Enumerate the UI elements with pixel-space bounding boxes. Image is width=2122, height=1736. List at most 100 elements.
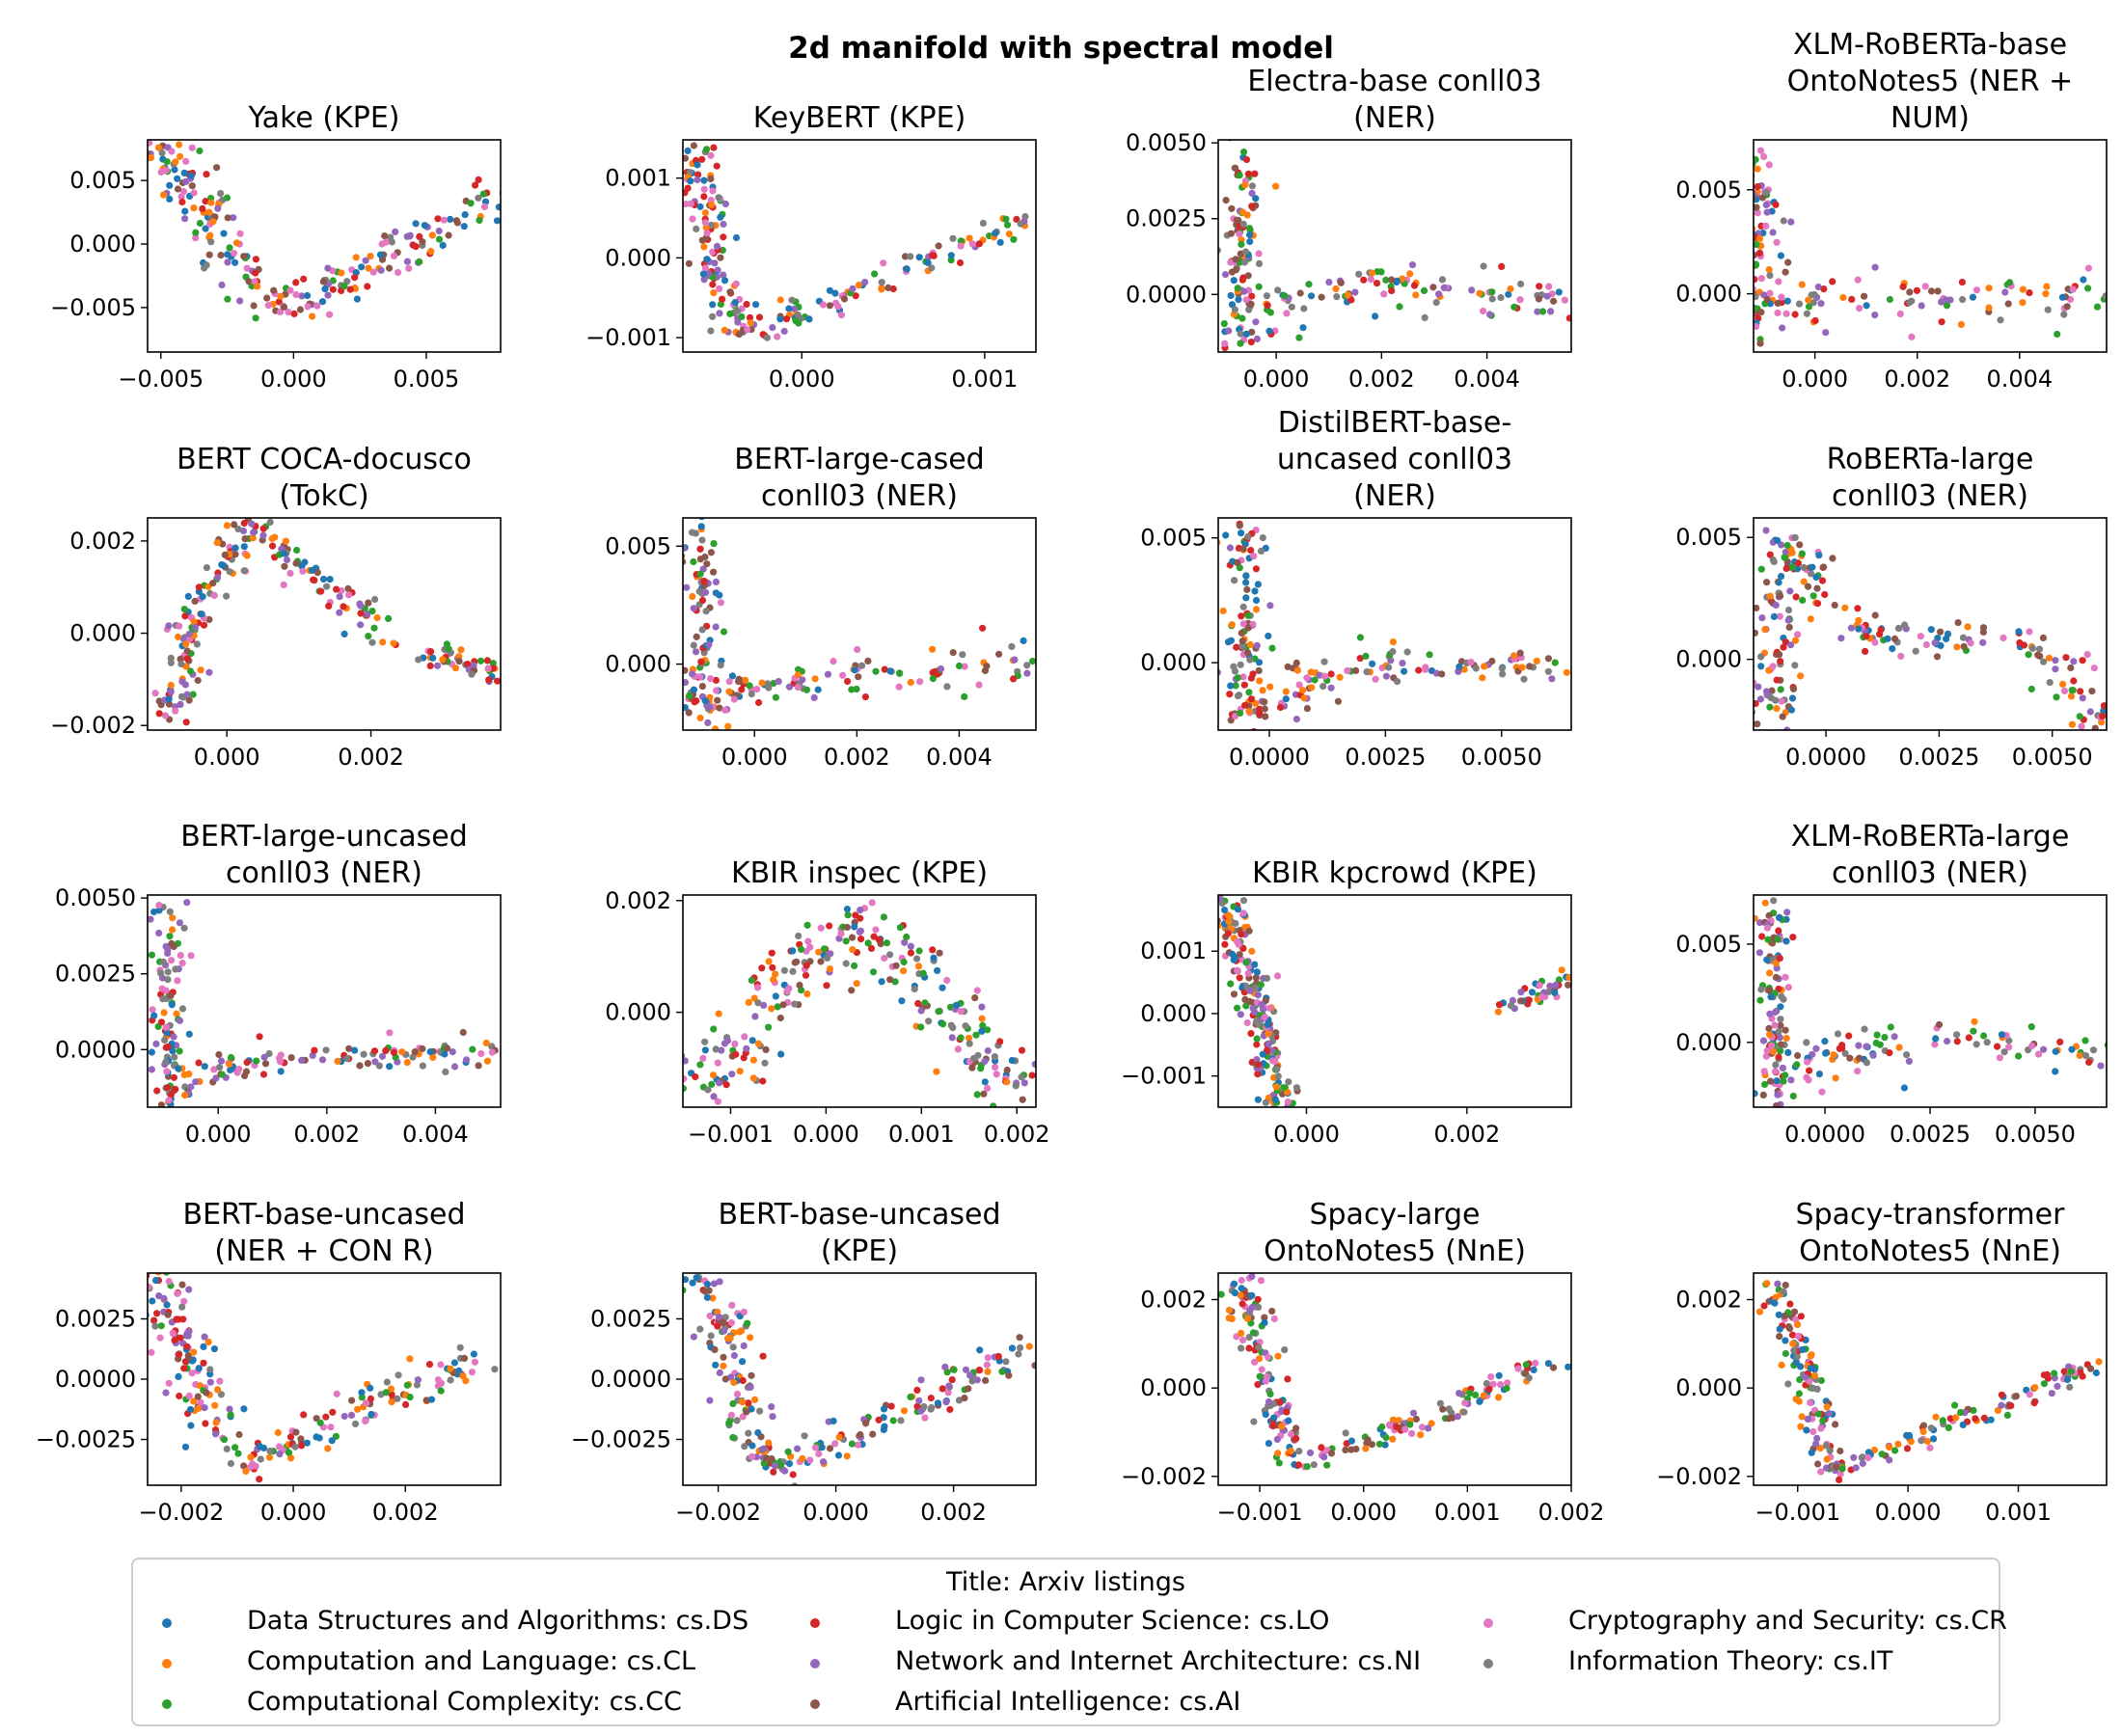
data-point: [212, 1074, 220, 1082]
data-point: [167, 688, 175, 695]
data-point: [1839, 293, 1847, 302]
x-tick-label: 0.002: [1538, 1499, 1605, 1526]
data-point: [713, 687, 721, 694]
data-point: [939, 984, 946, 991]
data-point: [1282, 688, 1290, 695]
data-point: [245, 278, 253, 285]
scatter-points: [1218, 895, 1571, 1107]
data-point: [1766, 1010, 1774, 1017]
data-point: [984, 1084, 992, 1092]
y-tick-label: 0.005: [1675, 524, 1742, 551]
data-point: [2035, 645, 2044, 653]
data-point: [1262, 1099, 1269, 1106]
data-point: [1242, 155, 1251, 164]
data-point: [1754, 203, 1760, 211]
data-point: [795, 932, 803, 940]
data-point: [896, 924, 905, 932]
data-point: [1790, 1346, 1798, 1354]
data-point: [1344, 666, 1351, 675]
data-point: [1797, 1423, 1805, 1430]
data-point: [886, 667, 894, 675]
data-point: [714, 1322, 721, 1330]
data-point: [703, 146, 711, 153]
data-point: [2060, 311, 2068, 318]
data-point: [1395, 1417, 1402, 1424]
data-point: [1754, 914, 1758, 922]
data-point: [1438, 670, 1446, 678]
data-point: [406, 231, 414, 239]
data-point: [748, 1442, 756, 1450]
x-tick-label: 0.004: [1986, 366, 2053, 393]
data-point: [1256, 1355, 1264, 1363]
data-point: [1747, 933, 1754, 939]
data-point: [1243, 1315, 1252, 1322]
data-point: [291, 1443, 299, 1451]
data-point: [1766, 969, 1774, 977]
data-point: [206, 231, 214, 239]
data-point: [1274, 972, 1282, 980]
data-point: [688, 670, 696, 678]
data-point: [390, 639, 397, 647]
data-point: [2067, 664, 2075, 672]
data-point: [135, 1260, 142, 1266]
data-point: [705, 270, 713, 278]
subplot-title: NUM): [1891, 101, 1970, 135]
subplot-title: conll03 (NER): [226, 856, 422, 890]
data-point: [157, 1101, 165, 1107]
data-point: [1333, 293, 1341, 301]
data-point: [1256, 1372, 1264, 1380]
data-point: [1886, 1049, 1893, 1057]
data-point: [169, 914, 177, 922]
data-point: [426, 1048, 434, 1056]
data-point: [751, 1013, 759, 1020]
data-point: [1356, 634, 1364, 641]
data-point: [2043, 283, 2051, 290]
data-point: [180, 924, 188, 932]
data-point: [1378, 1423, 1386, 1431]
data-point: [1786, 587, 1794, 595]
data-point: [340, 1412, 348, 1421]
data-point: [1209, 220, 1215, 227]
data-point: [712, 623, 720, 631]
data-point: [907, 949, 915, 957]
data-point: [1394, 678, 1401, 686]
data-point: [979, 1021, 987, 1029]
data-point: [1221, 271, 1230, 279]
data-point: [961, 1395, 968, 1402]
data-point: [1488, 288, 1496, 296]
data-point: [1461, 1399, 1469, 1407]
data-point: [292, 279, 300, 286]
data-point: [849, 285, 857, 292]
data-point: [747, 1334, 754, 1342]
data-point: [1018, 1046, 1026, 1054]
data-point: [708, 201, 716, 208]
data-point: [292, 559, 300, 567]
data-point: [683, 189, 689, 197]
data-point: [1237, 1291, 1244, 1299]
data-point: [231, 1444, 239, 1451]
data-point: [748, 1452, 756, 1460]
data-point: [1939, 1417, 1946, 1424]
data-point: [158, 149, 166, 157]
data-point: [357, 610, 365, 617]
data-point: [1250, 728, 1258, 730]
data-point: [209, 218, 217, 226]
data-point: [1971, 1017, 1978, 1025]
data-point: [1231, 306, 1238, 313]
data-point: [740, 1342, 748, 1349]
data-point: [1754, 160, 1756, 168]
scatter-points: [148, 140, 501, 322]
data-point: [148, 1048, 155, 1056]
data-point: [351, 1046, 359, 1054]
data-point: [1729, 219, 1736, 226]
data-point: [698, 596, 707, 605]
data-point: [683, 679, 690, 687]
data-point: [148, 951, 155, 959]
data-point: [1307, 292, 1316, 300]
data-point: [1533, 657, 1540, 665]
data-point: [1792, 593, 1800, 601]
data-point: [1782, 638, 1789, 646]
data-point: [1265, 356, 1271, 363]
data-point: [791, 1000, 799, 1008]
